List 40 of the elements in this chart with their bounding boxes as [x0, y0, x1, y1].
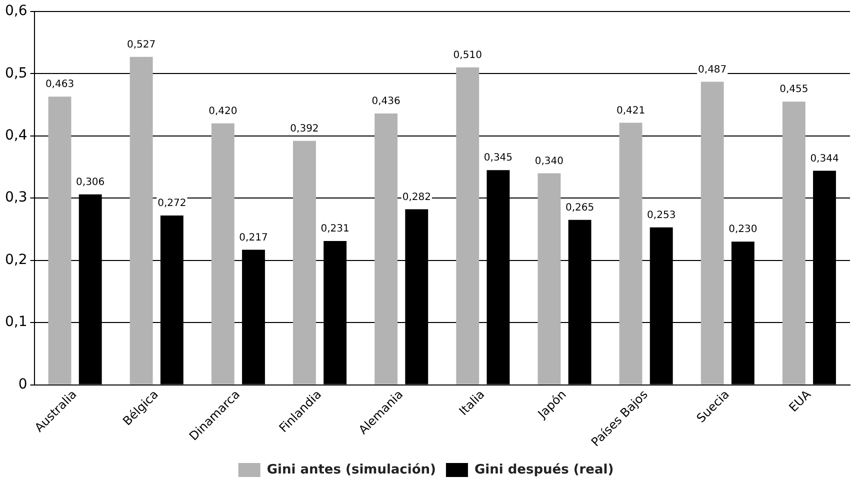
bar [782, 102, 806, 384]
bar [700, 82, 724, 384]
bar [211, 123, 234, 384]
data-label: 0,272 [158, 198, 186, 210]
data-label: 0,217 [239, 232, 268, 244]
data-label: 0,253 [647, 210, 676, 221]
data-label: 0,487 [698, 64, 727, 76]
data-label: 0,421 [616, 105, 646, 116]
data-label: 0,282 [402, 192, 431, 203]
data-label: 0,265 [565, 202, 594, 214]
y-tick-label: 0,3 [5, 190, 28, 206]
data-label: 0,231 [320, 224, 350, 235]
y-tick-label: 0,6 [5, 3, 28, 20]
data-label: 0,344 [810, 153, 839, 164]
y-tick-label: 0 [18, 376, 28, 392]
bar [130, 56, 153, 384]
bar [619, 122, 642, 384]
data-label: 0,510 [453, 50, 482, 61]
data-label: 0,306 [76, 176, 105, 188]
y-tick-label: 0,4 [5, 128, 28, 144]
bar [48, 96, 72, 384]
data-label: 0,230 [728, 224, 758, 236]
bar [456, 67, 480, 384]
data-label: 0,527 [127, 39, 156, 50]
y-tick-label: 0,2 [5, 252, 28, 268]
data-label: 0,345 [484, 152, 513, 164]
data-label: 0,420 [208, 106, 238, 118]
data-label: 0,455 [780, 84, 808, 96]
legend-label: Gini antes (simulación) [266, 462, 436, 478]
data-label: 0,436 [372, 96, 400, 108]
data-label: 0,340 [534, 156, 564, 167]
data-label: 0,392 [290, 123, 319, 134]
x-tick-label: EUA [786, 386, 814, 415]
bar [293, 140, 316, 384]
y-tick-label: 0,5 [5, 65, 28, 82]
bar [538, 173, 561, 384]
legend-label: Gini después (real) [474, 462, 614, 478]
data-label: 0,463 [45, 79, 74, 90]
bar [374, 113, 398, 384]
y-tick-label: 0,1 [5, 314, 28, 330]
